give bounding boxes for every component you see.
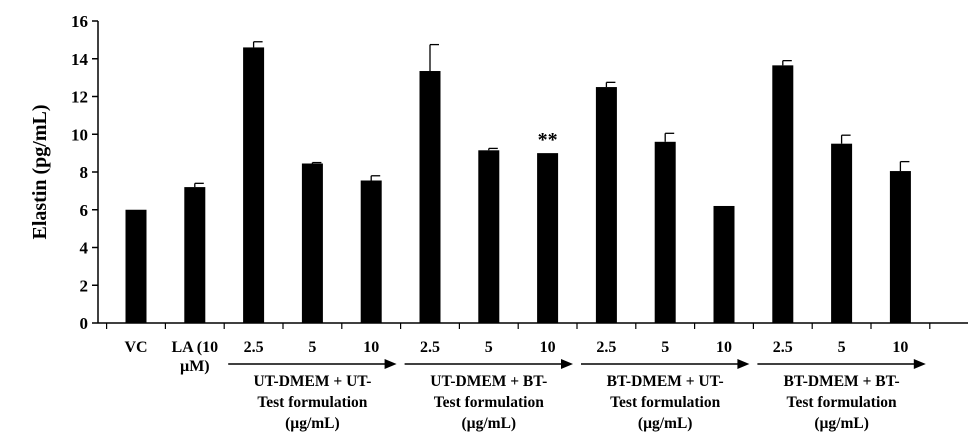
bar [889, 171, 911, 323]
bar [831, 143, 853, 323]
group-arrow-head [737, 359, 750, 369]
x-category-label: 2.5 [420, 339, 440, 356]
y-tick-label: 12 [71, 88, 88, 107]
y-tick-label: 10 [71, 125, 88, 144]
y-tick-label: 2 [80, 276, 89, 295]
x-category-label: 10 [540, 339, 556, 356]
significance-marker: ** [538, 129, 558, 151]
group-arrow-head [913, 359, 926, 369]
x-category-label: 10 [363, 339, 379, 356]
y-axis-label: Elastin (pg/mL) [29, 104, 51, 239]
x-category-label: 10 [892, 339, 908, 356]
bar [360, 180, 382, 323]
bar [243, 47, 265, 324]
group-label: BT-DMEM + BT- [783, 373, 899, 390]
group-label: Test formulation [434, 394, 544, 411]
y-tick-label: 4 [80, 239, 89, 258]
bar [184, 187, 206, 323]
y-tick-label: 8 [80, 163, 89, 182]
x-category-label: 2.5 [244, 339, 264, 356]
group-label: UT-DMEM + UT- [253, 373, 371, 390]
group-arrow-head [561, 359, 573, 369]
bar [478, 150, 500, 323]
x-category-label: 2.5 [773, 339, 793, 356]
x-category-label: 5 [661, 339, 669, 356]
bar [125, 209, 147, 323]
x-category-label: VC [124, 339, 147, 356]
group-arrow-head [384, 359, 397, 369]
y-tick-label: 6 [80, 201, 89, 220]
x-category-label: LA (10 [171, 339, 218, 356]
group-label: Test formulation [257, 394, 367, 411]
bar [419, 71, 441, 323]
group-label: Test formulation [610, 394, 720, 411]
group-label: (µg/mL) [285, 415, 340, 432]
x-category-label: 5 [838, 339, 846, 356]
x-category-label: 10 [716, 339, 732, 356]
x-category-label: 5 [485, 339, 493, 356]
bar [301, 163, 323, 323]
x-category-label: µM) [180, 358, 210, 375]
x-category-label: 2.5 [596, 339, 616, 356]
group-label: UT-DMEM + BT- [430, 373, 547, 390]
bar [537, 153, 559, 323]
bar [654, 141, 676, 323]
x-category-label: 5 [308, 339, 316, 356]
group-label: (µg/mL) [814, 415, 869, 432]
bar [595, 87, 617, 323]
bar [772, 65, 794, 323]
group-label: (µg/mL) [638, 415, 693, 432]
y-tick-label: 14 [71, 50, 89, 69]
group-label: Test formulation [787, 394, 897, 411]
group-label: BT-DMEM + UT- [607, 373, 724, 390]
group-label: (µg/mL) [462, 415, 517, 432]
y-tick-label: 0 [80, 314, 89, 333]
y-tick-label: 16 [71, 12, 88, 31]
bar [713, 205, 735, 323]
